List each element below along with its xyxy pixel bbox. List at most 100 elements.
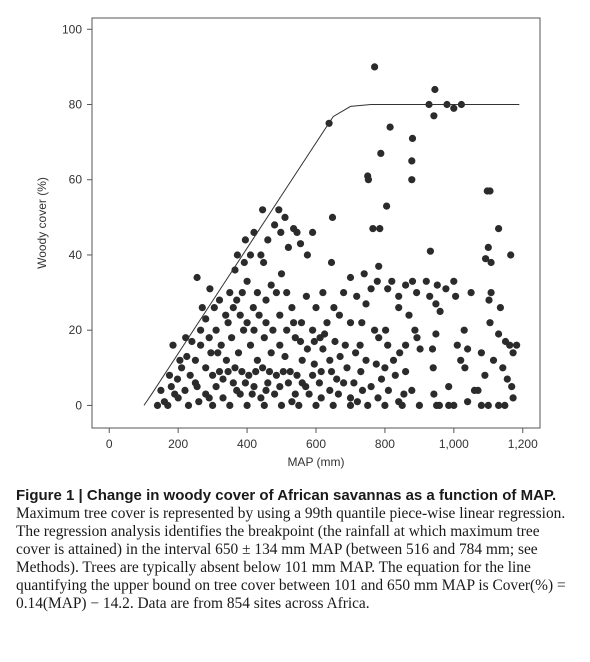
data-point	[384, 341, 392, 349]
data-point	[436, 307, 444, 315]
data-point	[202, 315, 210, 323]
data-point	[509, 349, 517, 357]
data-point	[236, 311, 244, 319]
data-point	[229, 379, 237, 387]
data-point	[288, 304, 296, 312]
x-tick-label: 600	[306, 437, 326, 451]
data-point	[290, 319, 298, 327]
data-point	[317, 368, 325, 376]
data-point	[291, 334, 299, 342]
data-point	[326, 386, 334, 394]
data-point	[302, 292, 310, 300]
data-point	[400, 390, 408, 398]
data-point	[205, 334, 213, 342]
data-point	[336, 352, 344, 361]
data-point	[384, 386, 392, 394]
data-point	[243, 401, 251, 409]
data-point	[269, 326, 277, 334]
data-point	[241, 379, 249, 387]
data-point	[496, 304, 504, 312]
data-point	[257, 251, 265, 259]
data-point	[260, 401, 268, 409]
data-point	[277, 228, 285, 236]
data-point	[262, 319, 270, 327]
data-point	[245, 371, 253, 379]
data-point	[276, 311, 284, 319]
y-tick-label: 100	[62, 22, 82, 36]
data-point	[257, 394, 265, 402]
data-point	[253, 356, 261, 364]
data-point	[238, 368, 246, 376]
data-point	[238, 289, 246, 297]
data-point	[402, 341, 410, 349]
figure-label: Figure 1 |	[16, 487, 87, 504]
data-point	[433, 281, 441, 289]
data-point	[371, 326, 379, 334]
x-tick-label: 400	[237, 437, 257, 451]
data-point	[375, 334, 383, 342]
data-point	[276, 383, 284, 391]
data-point	[402, 368, 410, 376]
data-point	[226, 289, 234, 297]
data-point	[193, 383, 201, 391]
data-point	[395, 304, 403, 312]
data-point	[495, 401, 503, 409]
data-point	[195, 398, 203, 406]
y-tick-label: 0	[75, 398, 82, 412]
x-tick-label: 1,200	[508, 437, 538, 451]
data-point	[377, 149, 385, 157]
data-point	[293, 371, 301, 379]
caption-body: Maximum tree cover is represented by usi…	[16, 505, 566, 612]
data-point	[513, 341, 521, 349]
data-point	[246, 251, 255, 259]
data-point	[277, 401, 286, 409]
data-point	[486, 187, 494, 195]
data-point	[408, 386, 416, 394]
data-point	[224, 368, 232, 376]
data-point	[284, 379, 292, 387]
data-point	[250, 383, 258, 391]
data-point	[340, 379, 348, 387]
data-point	[402, 281, 410, 289]
data-point	[432, 300, 440, 308]
data-point	[482, 255, 490, 263]
data-point	[450, 104, 458, 112]
data-point	[358, 319, 366, 327]
data-point	[210, 304, 218, 312]
data-point	[262, 296, 270, 304]
data-point	[329, 401, 337, 409]
data-point	[286, 368, 294, 376]
data-point	[202, 364, 210, 372]
data-point	[234, 349, 243, 357]
data-point	[226, 401, 234, 409]
data-point	[188, 337, 196, 346]
data-point	[284, 243, 292, 251]
data-point	[373, 277, 381, 285]
data-point	[371, 63, 379, 71]
data-point	[367, 285, 375, 293]
data-point	[271, 221, 279, 229]
data-point	[309, 371, 317, 379]
data-point	[333, 375, 341, 383]
data-point	[214, 349, 222, 357]
data-point	[250, 326, 258, 334]
data-point	[267, 281, 275, 289]
data-point	[231, 266, 239, 274]
data-point	[259, 364, 267, 372]
data-point	[164, 401, 172, 409]
data-point	[198, 304, 206, 312]
data-point	[229, 304, 237, 312]
data-point	[197, 341, 205, 349]
data-point	[302, 383, 310, 391]
data-point	[283, 326, 291, 334]
data-point	[381, 401, 389, 409]
data-point	[219, 375, 227, 383]
data-point	[181, 386, 189, 394]
data-point	[165, 371, 174, 379]
data-point	[281, 213, 289, 221]
x-tick-label: 800	[375, 437, 395, 451]
data-point	[426, 292, 434, 300]
data-point	[503, 375, 511, 383]
data-point	[334, 390, 342, 398]
data-point	[484, 243, 492, 251]
